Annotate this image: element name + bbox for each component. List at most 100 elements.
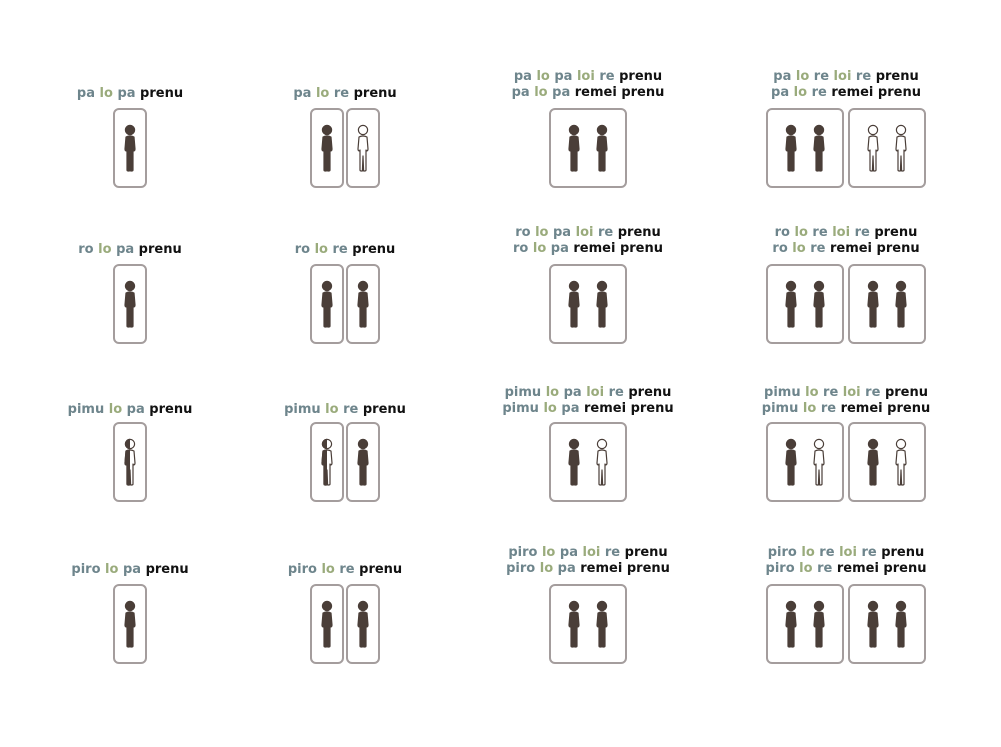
caption-word: re: [604, 545, 621, 560]
caption-word: piro: [287, 562, 317, 577]
person-figure: [892, 124, 910, 177]
cell-caption: piro lo pa loi re prenu piro lo pa remei …: [506, 545, 670, 577]
person-figure: [892, 280, 910, 333]
caption-word: pa: [552, 85, 571, 100]
person-group-frame: [113, 264, 147, 344]
caption-word: prenu: [874, 225, 918, 240]
caption-line: pimu lo re prenu: [284, 402, 406, 418]
caption-word: lo: [314, 242, 328, 257]
caption-word: re: [811, 85, 827, 100]
caption-word: lo: [534, 85, 548, 100]
caption-line: pa lo pa loi re prenu: [512, 69, 665, 85]
caption-word: re: [810, 241, 826, 256]
caption-line: pa lo pa prenu: [77, 86, 183, 102]
caption-word: remei: [580, 561, 623, 576]
person-figure: [892, 600, 910, 653]
caption-word: prenu: [887, 401, 931, 416]
caption-word: pa: [117, 86, 136, 101]
person-figure: [810, 280, 828, 333]
person-figure: [121, 124, 139, 177]
caption-word: pimu: [764, 385, 801, 400]
person-icon: [568, 600, 580, 648]
person-icon: [785, 438, 797, 486]
caption-line: pa lo re prenu: [293, 86, 396, 102]
caption-word: re: [599, 69, 615, 84]
person-figure: [810, 438, 828, 491]
caption-word: pa: [511, 85, 530, 100]
person-figure: [782, 124, 800, 177]
caption-word: re: [333, 86, 350, 101]
cell-caption: pimu lo pa prenu: [68, 402, 193, 418]
caption-word: prenu: [140, 86, 184, 101]
cell-caption: ro lo re loi re prenu ro lo re remei pren…: [772, 225, 919, 257]
person-group-frame: [549, 264, 627, 344]
person-partial-icon: [357, 438, 369, 486]
person-figure: [121, 438, 139, 491]
caption-line: ro lo pa loi re prenu: [513, 225, 663, 241]
caption-line: ro lo re remei prenu: [772, 241, 919, 257]
person-icon: [568, 124, 580, 172]
caption-line: pimu lo pa loi re prenu: [502, 385, 673, 401]
caption-word: prenu: [617, 225, 661, 240]
caption-word: re: [855, 69, 872, 84]
person-figure: [864, 280, 882, 333]
caption-line: piro lo pa remei prenu: [506, 561, 670, 577]
caption-word: pimu: [761, 401, 799, 416]
person-icon: [867, 438, 879, 486]
caption-word: piro: [508, 545, 538, 560]
caption-word: lo: [801, 545, 815, 560]
caption-word: lo: [321, 562, 335, 577]
caption-word: remei: [840, 401, 883, 416]
person-icon: [785, 280, 797, 328]
caption-word: ro: [294, 242, 311, 257]
person-figure: [565, 124, 583, 177]
caption-word: loi: [842, 385, 861, 400]
caption-word: ro: [515, 225, 531, 240]
caption-word: prenu: [877, 85, 921, 100]
person-icon: [124, 600, 136, 648]
person-figure: [565, 600, 583, 653]
person-figure: [593, 124, 611, 177]
caption-word: remei: [829, 241, 873, 256]
caption-word: pa: [773, 69, 792, 84]
caption-word: pa: [561, 401, 580, 416]
person-figure: [864, 600, 882, 653]
person-group-frame: [766, 264, 844, 344]
caption-word: re: [865, 385, 881, 400]
person-icon: [321, 124, 333, 172]
person-figure: [354, 600, 372, 653]
caption-word: pa: [771, 85, 790, 100]
cell-caption: pimu lo pa loi re prenu pimu lo pa remei …: [502, 385, 673, 417]
caption-word: prenu: [883, 561, 927, 576]
caption-word: prenu: [628, 385, 672, 400]
caption-word: re: [820, 401, 837, 416]
caption-word: pa: [122, 562, 142, 577]
cell-caption: piro lo pa prenu: [71, 562, 188, 578]
cell-caption: pimu lo re prenu: [284, 402, 406, 418]
caption-word: prenu: [145, 562, 189, 577]
caption-word: re: [819, 545, 835, 560]
caption-word: lo: [532, 241, 547, 256]
caption-word: piro: [767, 545, 797, 560]
caption-word: pa: [563, 385, 582, 400]
person-partial-icon: [321, 438, 333, 486]
cell-caption: ro lo pa loi re prenu ro lo pa remei pren…: [513, 225, 663, 257]
person-figure: [593, 280, 611, 333]
person-partial-icon: [124, 438, 136, 486]
caption-word: pimu: [504, 385, 542, 400]
caption-word: re: [854, 225, 870, 240]
person-icon: [895, 600, 907, 648]
caption-word: prenu: [881, 545, 925, 560]
caption-word: lo: [99, 86, 113, 101]
caption-word: pa: [76, 86, 95, 101]
person-outline-icon: [895, 438, 907, 486]
person-group-frame: [766, 422, 844, 502]
person-figure: [318, 438, 336, 491]
person-group-frame: [766, 108, 844, 188]
caption-word: re: [608, 385, 624, 400]
person-outline-icon: [357, 124, 369, 172]
caption-word: remei: [836, 561, 879, 576]
person-group-frame: [113, 584, 147, 664]
person-figure: [892, 438, 910, 491]
caption-word: pimu: [284, 402, 321, 417]
